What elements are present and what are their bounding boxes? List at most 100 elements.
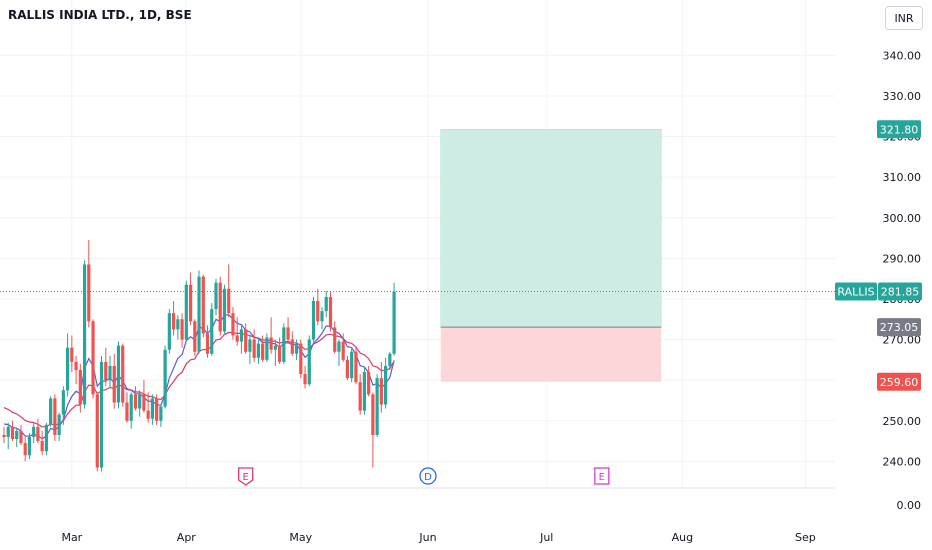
candle-body bbox=[261, 343, 265, 360]
candle-body bbox=[201, 276, 205, 334]
dividend-marker bbox=[419, 467, 437, 485]
candle-body bbox=[112, 365, 116, 403]
candle-body bbox=[2, 434, 6, 437]
event-marker-label: E bbox=[599, 472, 605, 483]
event-marker-label: E bbox=[243, 472, 249, 483]
candle-body bbox=[384, 365, 388, 405]
price-tick-label: 250.00 bbox=[883, 415, 922, 428]
candle-body bbox=[44, 424, 48, 452]
earnings-marker bbox=[594, 467, 610, 485]
time-tick-label: Jul bbox=[539, 531, 553, 544]
candle-body bbox=[307, 339, 311, 385]
candle-body bbox=[256, 343, 260, 358]
candle-body bbox=[70, 347, 74, 362]
candle-body bbox=[244, 329, 248, 352]
candle-body bbox=[172, 313, 176, 330]
time-tick-label: Apr bbox=[177, 531, 197, 544]
candle-body bbox=[248, 339, 252, 352]
indicator-pane-label: 0.00 bbox=[897, 499, 922, 512]
time-tick-label: Aug bbox=[672, 531, 693, 544]
candle-body bbox=[150, 398, 154, 419]
candle-body bbox=[188, 284, 193, 322]
candle-body bbox=[311, 300, 316, 340]
candle-body bbox=[129, 394, 133, 421]
event-marker-label: D bbox=[424, 472, 432, 483]
last-price-value-tag-bg bbox=[878, 282, 922, 301]
stop-price-tag-bg bbox=[877, 372, 921, 391]
candle-body bbox=[286, 327, 290, 340]
candle-body bbox=[78, 370, 82, 405]
price-tick-label: 310.00 bbox=[883, 171, 922, 184]
candle-body bbox=[358, 382, 362, 411]
candle-body bbox=[87, 264, 91, 322]
time-tick-label: Jun bbox=[418, 531, 436, 544]
candle-body bbox=[227, 288, 231, 314]
candle-body bbox=[163, 349, 167, 407]
candle-body bbox=[74, 361, 78, 371]
candle-body bbox=[269, 337, 273, 350]
candle-body bbox=[142, 394, 146, 411]
candle-body bbox=[155, 398, 159, 421]
price-tick-label: 240.00 bbox=[883, 455, 922, 468]
candle-body bbox=[36, 426, 40, 442]
candle-body bbox=[23, 443, 27, 456]
candle-body bbox=[167, 313, 171, 350]
candle-body bbox=[341, 341, 345, 360]
candle-body bbox=[379, 378, 383, 405]
candle-body bbox=[375, 378, 379, 435]
candle-body bbox=[252, 339, 256, 358]
entry-price-tag-bg bbox=[877, 318, 921, 337]
candle-body bbox=[138, 394, 142, 409]
candle-body bbox=[205, 333, 210, 354]
candle-body bbox=[197, 276, 201, 352]
candle-body bbox=[303, 374, 307, 385]
candle-body bbox=[27, 437, 32, 456]
candle-body bbox=[294, 343, 299, 354]
candle-body bbox=[282, 327, 286, 362]
candle-body bbox=[99, 361, 104, 468]
candle-body bbox=[350, 351, 354, 379]
candle-body bbox=[354, 351, 358, 383]
target-price-tag-bg bbox=[877, 120, 921, 139]
candle-body bbox=[273, 345, 277, 350]
candle-body bbox=[193, 321, 197, 352]
candle-body bbox=[104, 361, 108, 381]
candle-body bbox=[210, 309, 214, 354]
time-tick-label: May bbox=[289, 531, 312, 544]
candle-body bbox=[362, 372, 366, 411]
price-tick-label: 330.00 bbox=[883, 90, 922, 103]
candle-body bbox=[57, 414, 61, 435]
candle-body bbox=[10, 426, 15, 440]
candle-body bbox=[299, 343, 303, 375]
stop-zone bbox=[440, 327, 662, 382]
candle-body bbox=[32, 426, 36, 437]
target-price-tag: 321.80 bbox=[880, 123, 919, 136]
grid-lines bbox=[0, 0, 835, 489]
candle-body bbox=[290, 339, 294, 354]
candle-body bbox=[91, 321, 95, 395]
entry-price-tag: 273.05 bbox=[880, 321, 919, 334]
candle-body bbox=[133, 394, 138, 409]
candle-body bbox=[333, 327, 337, 352]
price-tick-label: 270.00 bbox=[883, 334, 922, 347]
candle-body bbox=[345, 359, 350, 379]
candle-body bbox=[95, 394, 99, 468]
price-tick-label: 290.00 bbox=[883, 252, 922, 265]
candle-body bbox=[6, 426, 10, 437]
candle-body bbox=[61, 390, 65, 415]
symbol-title: RALLIS INDIA LTD., 1D, BSE bbox=[8, 8, 192, 22]
candle-body bbox=[146, 410, 150, 419]
candlestick-series bbox=[2, 240, 396, 472]
candle-body bbox=[15, 430, 19, 440]
candle-body bbox=[239, 329, 244, 342]
stop-price-tag: 259.60 bbox=[880, 376, 919, 389]
time-axis[interactable]: Mar Apr May Jun Jul Aug Sep bbox=[61, 531, 815, 544]
time-tick-label: Sep bbox=[795, 531, 816, 544]
currency-button[interactable]: INR bbox=[885, 6, 923, 30]
candle-body bbox=[316, 300, 320, 322]
target-zone bbox=[440, 129, 662, 328]
long-position-tool[interactable] bbox=[440, 129, 662, 382]
candle-body bbox=[125, 402, 129, 421]
